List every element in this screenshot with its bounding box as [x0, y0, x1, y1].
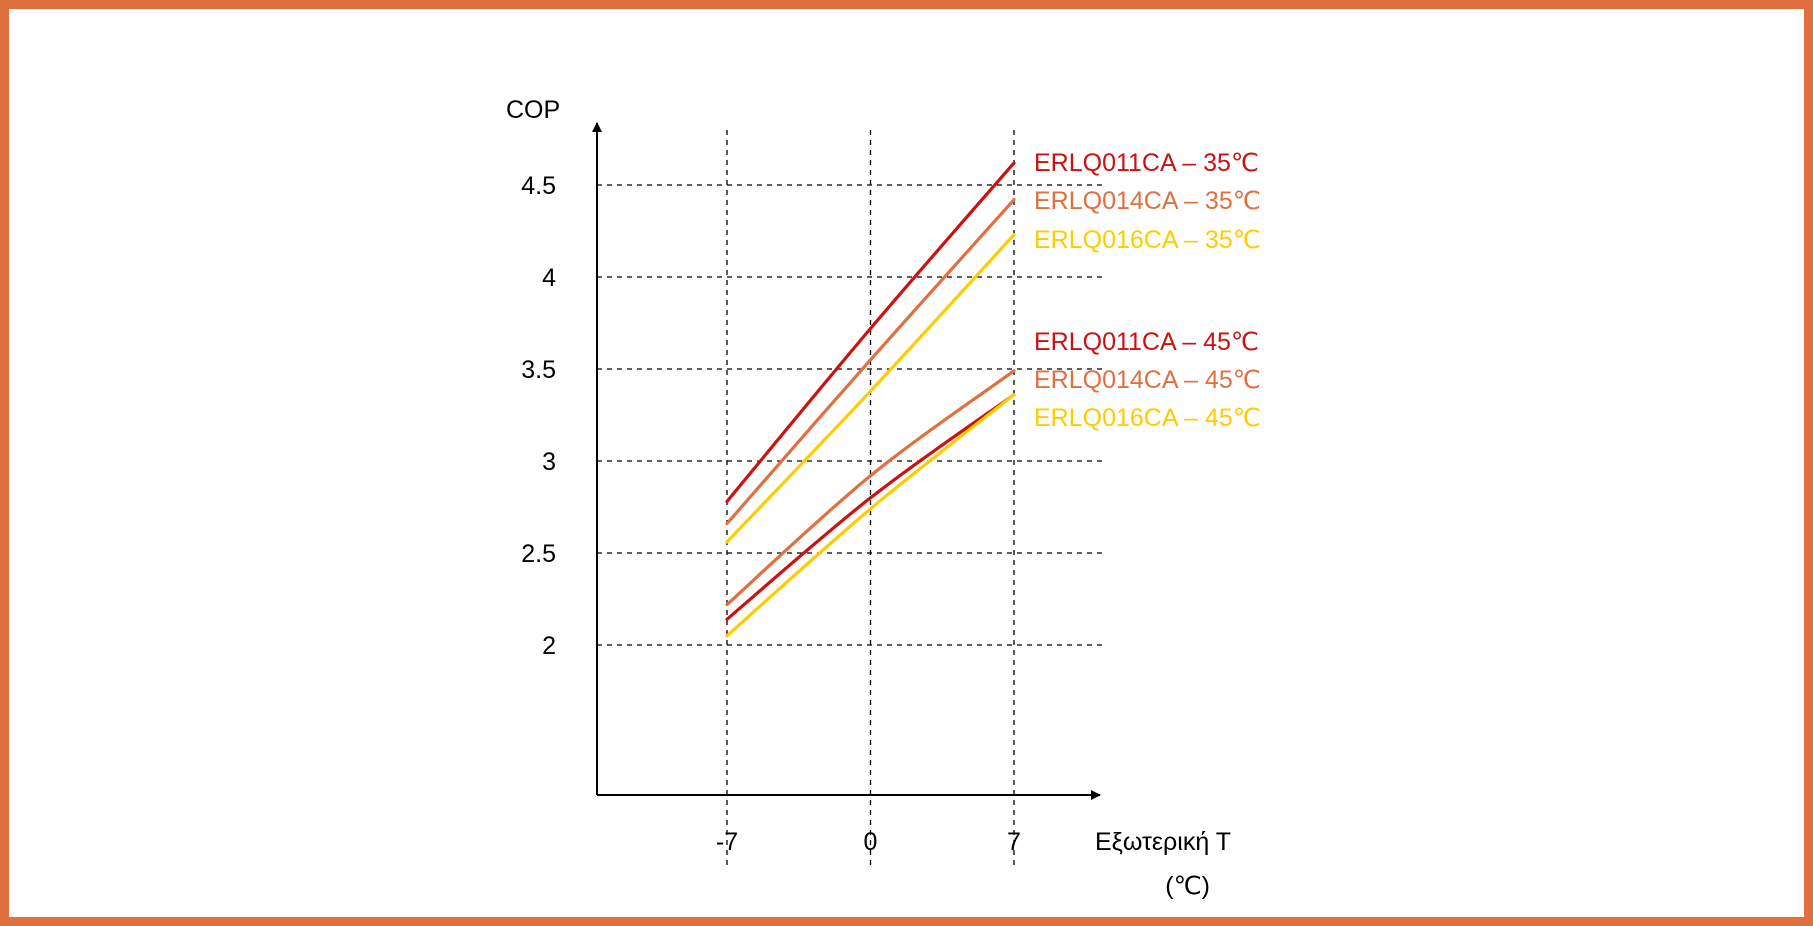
x-tick-label: 0: [864, 828, 878, 856]
series-line: [725, 233, 1016, 544]
series-line: [725, 198, 1016, 526]
series-lines: [725, 161, 1016, 638]
x-tick-labels: -7 0 7: [716, 828, 1021, 856]
series-label: ERLQ016CA – 45℃: [1034, 404, 1261, 432]
grid-lines: [597, 130, 1103, 868]
series-labels: ERLQ011CA – 35℃ ERLQ014CA – 35℃ ERLQ016CA …: [1034, 149, 1261, 432]
series-label: ERLQ011CA – 35℃: [1034, 149, 1259, 177]
series-label: ERLQ011CA – 45℃: [1034, 328, 1259, 356]
y-tick-label: 4: [542, 264, 556, 292]
y-tick-label: 4.5: [521, 172, 556, 200]
y-tick-label: 2: [542, 632, 556, 660]
y-tick-labels: 4.5 4 3.5 3 2.5 2: [521, 172, 556, 660]
x-tick-label: 7: [1007, 828, 1021, 856]
y-tick-label: 3.5: [521, 356, 556, 384]
series-label: ERLQ014CA – 35℃: [1034, 187, 1261, 215]
y-axis-label: COP: [506, 96, 560, 124]
y-tick-label: 2.5: [521, 540, 556, 568]
axes: [592, 122, 1101, 800]
y-tick-label: 3: [542, 448, 556, 476]
series-line: [725, 369, 1016, 607]
series-label: ERLQ016CA – 35℃: [1034, 226, 1261, 254]
series-line: [725, 393, 1016, 621]
x-axis-unit: (℃): [1165, 872, 1210, 900]
series-line: [725, 161, 1016, 504]
x-tick-label: -7: [716, 828, 738, 856]
series-label: ERLQ014CA – 45℃: [1034, 366, 1261, 394]
x-axis-label: Εξωτερική Τ: [1095, 828, 1231, 856]
series-line: [725, 393, 1016, 638]
